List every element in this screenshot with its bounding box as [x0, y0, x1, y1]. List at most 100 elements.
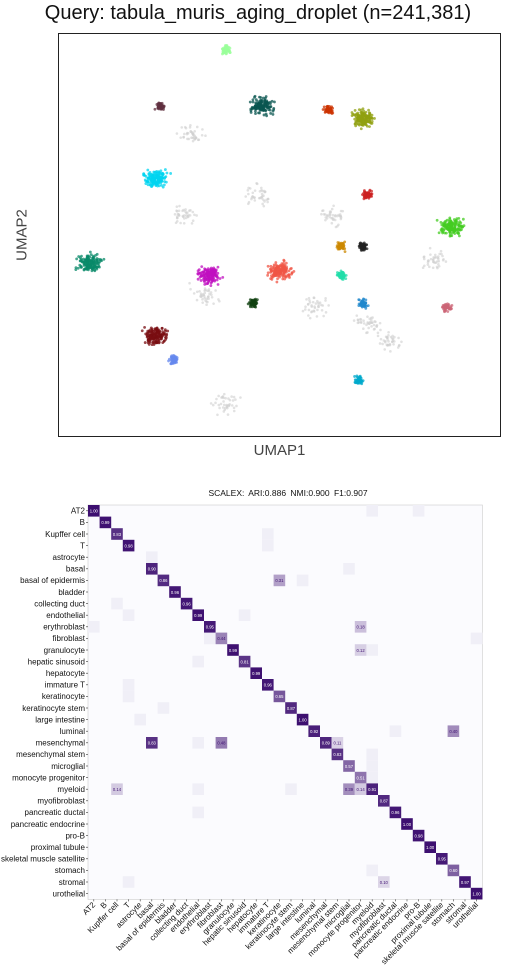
heatmap-cell: 0.96 — [262, 679, 274, 691]
umap-cluster-10 — [357, 241, 369, 252]
heatmap-row-label: astrocyte — [53, 553, 86, 562]
heatmap-cell: 0.95 — [204, 621, 216, 633]
heatmap-row-label: monocyte progenitor — [12, 773, 85, 782]
umap-cluster-14 — [220, 43, 232, 56]
heatmap-faint-cell — [366, 505, 378, 517]
umap-cluster-12 — [335, 269, 348, 281]
heatmap-row-label: proximal tubule — [31, 843, 86, 852]
heatmap-cell-label: 0.91 — [368, 787, 377, 792]
heatmap-cell: 0.87 — [285, 702, 297, 714]
heatmap-faint-cell — [134, 713, 146, 726]
umap-background-cells-3 — [209, 392, 242, 417]
heatmap-cell: 0.83 — [146, 737, 158, 749]
heatmap-cell-label: 0.92 — [310, 729, 319, 734]
umap-cluster-19 — [361, 188, 374, 201]
heatmap-row-label: basal — [66, 565, 85, 574]
heatmap-row-label: urothelial — [53, 889, 86, 898]
heatmap-cell-label: 0.95 — [206, 625, 215, 630]
umap-background-cells-1 — [244, 181, 270, 208]
heatmap-cell-label: 0.96 — [183, 601, 192, 606]
umap-plot-area — [58, 33, 501, 437]
heatmap-faint-cell — [285, 783, 297, 795]
heatmap-faint-cell — [366, 864, 378, 877]
heatmap-cell: 1.00 — [470, 887, 483, 900]
heatmap-cell-label: 0.60 — [449, 868, 458, 873]
heatmap-cell-label: 0.99 — [252, 671, 261, 676]
umap-cluster-11 — [335, 240, 347, 254]
umap-cluster-15 — [153, 101, 166, 111]
heatmap-faint-cell — [366, 771, 378, 784]
heatmap-row-label: myofibroblast — [37, 797, 85, 806]
heatmap-cell-label: 1.00 — [403, 822, 412, 827]
umap-cluster-4 — [248, 94, 276, 118]
umap-cluster-18 — [167, 354, 179, 366]
umap-cluster-9 — [357, 297, 370, 310]
umap-cluster-16 — [321, 104, 335, 115]
heatmap-row-label: endothelial — [46, 611, 85, 620]
heatmap-cell-label: 0.98 — [415, 833, 424, 838]
heatmap-cell: 0.10 — [378, 876, 390, 888]
heatmap-row-label: erythroblast — [43, 623, 86, 632]
heatmap-cell-label: 0.90 — [148, 567, 157, 572]
heatmap-row-label: fibroblast — [53, 634, 86, 643]
heatmap-row-label: hepatic sinusoid — [28, 657, 85, 666]
heatmap-cell: 0.31 — [273, 574, 286, 587]
heatmap-cell: 0.83 — [111, 528, 123, 540]
heatmap-cell: 0.99 — [227, 644, 239, 656]
heatmap-col-label: AT2 — [81, 900, 98, 917]
heatmap-cell: 0.60 — [447, 864, 460, 877]
heatmap-cell: 0.97 — [459, 876, 471, 888]
heatmap-row-label: hepatocyte — [46, 669, 86, 678]
umap-y-axis-label: UMAP2 — [13, 209, 31, 261]
heatmap-cell-label: 0.87 — [380, 799, 389, 804]
heatmap-cell: 0.14 — [111, 783, 123, 795]
heatmap-faint-cell — [122, 876, 135, 888]
heatmap-cell: 0.92 — [308, 725, 320, 737]
heatmap-cell: 0.95 — [436, 853, 448, 865]
heatmap-faint-cell — [111, 597, 123, 610]
heatmap-row-label: bladder — [58, 588, 85, 597]
heatmap-faint-cell — [412, 505, 425, 517]
confusion-heatmap: 1.00 0.99 0.83 0.98 0.90 0.86 0.31 0.96 0.96 0.99… — [1, 504, 483, 966]
heatmap-faint-cell — [192, 655, 204, 668]
heatmap-cell-label: 0.65 — [275, 694, 284, 699]
heatmap-cell: 0.40 — [447, 725, 460, 737]
heatmap-faint-cell — [122, 609, 135, 621]
umap-background-cells-9 — [376, 328, 403, 353]
heatmap-cell: 0.11 — [331, 737, 344, 749]
umap-cluster-8 — [246, 297, 259, 309]
heatmap-row-label: microglial — [51, 762, 85, 771]
heatmap-row-label: Kupffer cell — [45, 530, 85, 539]
heatmap-row-label: keratinocyte — [42, 692, 86, 701]
heatmap-row-label: stromal — [59, 878, 85, 887]
heatmap-cell: 0.87 — [378, 795, 390, 807]
heatmap-cell: 1.00 — [296, 713, 309, 726]
heatmap-row-label: large intestine — [35, 715, 85, 724]
umap-background-cells-4 — [421, 246, 448, 270]
heatmap-cell-label: 0.83 — [333, 752, 342, 757]
heatmap-cell: 0.48 — [215, 737, 228, 749]
heatmap-row-label: stomach — [55, 866, 85, 875]
heatmap-col-label: T — [122, 900, 132, 910]
heatmap-faint-cell — [204, 632, 216, 645]
heatmap-cell: 0.65 — [273, 690, 286, 703]
heatmap-cell: 0.51 — [354, 771, 367, 784]
heatmap-faint-cell — [122, 690, 135, 703]
heatmap-faint-cell — [88, 621, 100, 633]
heatmap-cell-label: 0.18 — [357, 625, 366, 630]
heatmap-cell: 0.14 — [354, 783, 367, 795]
heatmap-cell-label: 0.97 — [461, 880, 470, 885]
heatmap-cell: 0.18 — [354, 621, 367, 633]
heatmap-cell-label: 0.44 — [217, 636, 226, 641]
heatmap-cell: 0.98 — [122, 539, 135, 552]
heatmap-row-label: granulocyte — [44, 646, 86, 655]
heatmap-faint-cell — [389, 725, 402, 737]
heatmap-cell-label: 1.00 — [426, 845, 435, 850]
heatmap-cell: 0.98 — [412, 829, 425, 842]
heatmap-cell: 0.86 — [157, 574, 170, 587]
heatmap-cell: 0.96 — [169, 586, 181, 598]
heatmap-cell-label: 0.96 — [391, 810, 400, 815]
umap-cluster-7 — [74, 250, 106, 273]
heatmap-cell: 0.44 — [215, 632, 228, 645]
heatmap-cell-label: 0.99 — [194, 613, 203, 618]
